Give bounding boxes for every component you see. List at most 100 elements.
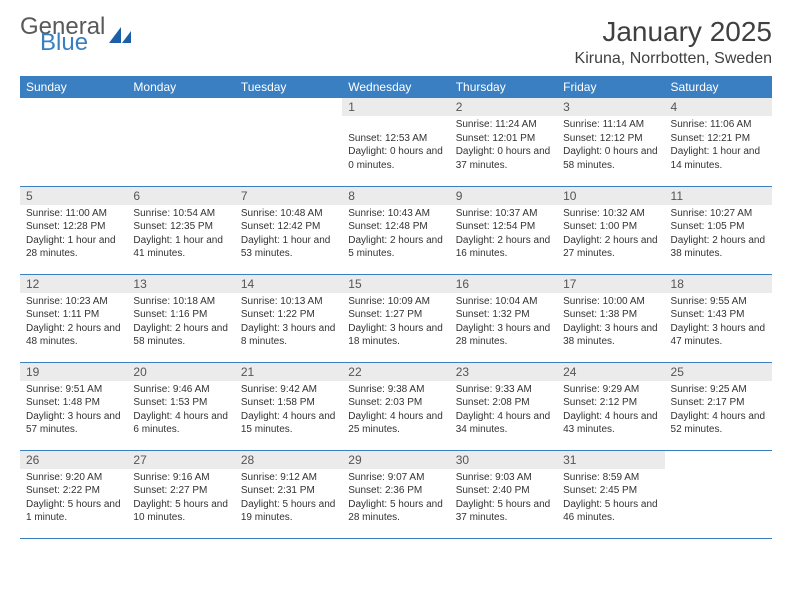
day-details: Sunrise: 10:43 AMSunset: 12:48 PMDayligh… bbox=[342, 205, 449, 263]
brand-sail-icon bbox=[107, 25, 135, 45]
calendar-day-cell bbox=[235, 98, 342, 186]
day-details bbox=[20, 102, 127, 106]
day-details: Sunrise: 10:23 AMSunset: 1:11 PMDaylight… bbox=[20, 293, 127, 351]
calendar-day-cell bbox=[127, 98, 234, 186]
day-number: 4 bbox=[665, 98, 772, 116]
calendar-day-cell: 31Sunrise: 8:59 AMSunset: 2:45 PMDayligh… bbox=[557, 450, 664, 538]
calendar-week-row: 1 Sunset: 12:53 AMDaylight: 0 hours and … bbox=[20, 98, 772, 186]
calendar-table: Sunday Monday Tuesday Wednesday Thursday… bbox=[20, 76, 772, 539]
day-number: 1 bbox=[342, 98, 449, 116]
day-details: Sunrise: 11:06 AMSunset: 12:21 PMDayligh… bbox=[665, 116, 772, 174]
calendar-head: Sunday Monday Tuesday Wednesday Thursday… bbox=[20, 76, 772, 98]
day-details: Sunrise: 9:33 AMSunset: 2:08 PMDaylight:… bbox=[450, 381, 557, 439]
day-details: Sunset: 12:53 AMDaylight: 0 hours and 0 … bbox=[342, 116, 449, 174]
weekday-header: Monday bbox=[127, 76, 234, 98]
calendar-day-cell: 13Sunrise: 10:18 AMSunset: 1:16 PMDaylig… bbox=[127, 274, 234, 362]
day-number: 27 bbox=[127, 451, 234, 469]
weekday-header: Thursday bbox=[450, 76, 557, 98]
day-details bbox=[235, 102, 342, 106]
calendar-day-cell: 29Sunrise: 9:07 AMSunset: 2:36 PMDayligh… bbox=[342, 450, 449, 538]
calendar-day-cell: 11Sunrise: 10:27 AMSunset: 1:05 PMDaylig… bbox=[665, 186, 772, 274]
day-details: Sunrise: 10:13 AMSunset: 1:22 PMDaylight… bbox=[235, 293, 342, 351]
calendar-page: General Blue January 2025 Kiruna, Norrbo… bbox=[0, 0, 792, 555]
day-number: 10 bbox=[557, 187, 664, 205]
calendar-day-cell: 8Sunrise: 10:43 AMSunset: 12:48 PMDaylig… bbox=[342, 186, 449, 274]
calendar-day-cell: 17Sunrise: 10:00 AMSunset: 1:38 PMDaylig… bbox=[557, 274, 664, 362]
day-details: Sunrise: 9:16 AMSunset: 2:27 PMDaylight:… bbox=[127, 469, 234, 527]
day-details: Sunrise: 9:38 AMSunset: 2:03 PMDaylight:… bbox=[342, 381, 449, 439]
calendar-day-cell: 3Sunrise: 11:14 AMSunset: 12:12 PMDaylig… bbox=[557, 98, 664, 186]
day-number: 3 bbox=[557, 98, 664, 116]
month-title: January 2025 bbox=[575, 16, 772, 48]
day-number: 19 bbox=[20, 363, 127, 381]
day-number: 24 bbox=[557, 363, 664, 381]
calendar-day-cell: 16Sunrise: 10:04 AMSunset: 1:32 PMDaylig… bbox=[450, 274, 557, 362]
calendar-day-cell: 1 Sunset: 12:53 AMDaylight: 0 hours and … bbox=[342, 98, 449, 186]
day-number: 22 bbox=[342, 363, 449, 381]
calendar-week-row: 12Sunrise: 10:23 AMSunset: 1:11 PMDaylig… bbox=[20, 274, 772, 362]
day-number: 23 bbox=[450, 363, 557, 381]
day-number: 9 bbox=[450, 187, 557, 205]
day-number: 7 bbox=[235, 187, 342, 205]
day-number: 16 bbox=[450, 275, 557, 293]
day-details: Sunrise: 9:55 AMSunset: 1:43 PMDaylight:… bbox=[665, 293, 772, 351]
day-details: Sunrise: 9:20 AMSunset: 2:22 PMDaylight:… bbox=[20, 469, 127, 527]
day-details: Sunrise: 10:32 AMSunset: 1:00 PMDaylight… bbox=[557, 205, 664, 263]
calendar-day-cell: 26Sunrise: 9:20 AMSunset: 2:22 PMDayligh… bbox=[20, 450, 127, 538]
calendar-day-cell: 20Sunrise: 9:46 AMSunset: 1:53 PMDayligh… bbox=[127, 362, 234, 450]
day-number: 31 bbox=[557, 451, 664, 469]
calendar-day-cell: 6Sunrise: 10:54 AMSunset: 12:35 PMDaylig… bbox=[127, 186, 234, 274]
day-number: 12 bbox=[20, 275, 127, 293]
day-number: 20 bbox=[127, 363, 234, 381]
calendar-day-cell: 5Sunrise: 11:00 AMSunset: 12:28 PMDaylig… bbox=[20, 186, 127, 274]
day-details: Sunrise: 11:24 AMSunset: 12:01 PMDayligh… bbox=[450, 116, 557, 174]
day-details: Sunrise: 9:51 AMSunset: 1:48 PMDaylight:… bbox=[20, 381, 127, 439]
day-details bbox=[665, 455, 772, 459]
calendar-day-cell: 23Sunrise: 9:33 AMSunset: 2:08 PMDayligh… bbox=[450, 362, 557, 450]
calendar-week-row: 26Sunrise: 9:20 AMSunset: 2:22 PMDayligh… bbox=[20, 450, 772, 538]
day-number: 2 bbox=[450, 98, 557, 116]
weekday-header: Wednesday bbox=[342, 76, 449, 98]
calendar-day-cell: 14Sunrise: 10:13 AMSunset: 1:22 PMDaylig… bbox=[235, 274, 342, 362]
calendar-day-cell: 2Sunrise: 11:24 AMSunset: 12:01 PMDaylig… bbox=[450, 98, 557, 186]
calendar-day-cell bbox=[665, 450, 772, 538]
calendar-day-cell: 21Sunrise: 9:42 AMSunset: 1:58 PMDayligh… bbox=[235, 362, 342, 450]
weekday-header: Sunday bbox=[20, 76, 127, 98]
day-details: Sunrise: 10:54 AMSunset: 12:35 PMDayligh… bbox=[127, 205, 234, 263]
day-number: 26 bbox=[20, 451, 127, 469]
day-details: Sunrise: 10:04 AMSunset: 1:32 PMDaylight… bbox=[450, 293, 557, 351]
page-header: General Blue January 2025 Kiruna, Norrbo… bbox=[20, 16, 772, 68]
weekday-header: Tuesday bbox=[235, 76, 342, 98]
calendar-day-cell: 10Sunrise: 10:32 AMSunset: 1:00 PMDaylig… bbox=[557, 186, 664, 274]
day-details: Sunrise: 11:00 AMSunset: 12:28 PMDayligh… bbox=[20, 205, 127, 263]
calendar-day-cell: 9Sunrise: 10:37 AMSunset: 12:54 PMDaylig… bbox=[450, 186, 557, 274]
day-details: Sunrise: 9:07 AMSunset: 2:36 PMDaylight:… bbox=[342, 469, 449, 527]
weekday-row: Sunday Monday Tuesday Wednesday Thursday… bbox=[20, 76, 772, 98]
day-details: Sunrise: 10:00 AMSunset: 1:38 PMDaylight… bbox=[557, 293, 664, 351]
calendar-day-cell: 15Sunrise: 10:09 AMSunset: 1:27 PMDaylig… bbox=[342, 274, 449, 362]
weekday-header: Saturday bbox=[665, 76, 772, 98]
day-number: 11 bbox=[665, 187, 772, 205]
location-text: Kiruna, Norrbotten, Sweden bbox=[575, 50, 772, 68]
day-details: Sunrise: 10:37 AMSunset: 12:54 PMDayligh… bbox=[450, 205, 557, 263]
calendar-body: 1 Sunset: 12:53 AMDaylight: 0 hours and … bbox=[20, 98, 772, 538]
brand-text: General Blue bbox=[20, 16, 105, 53]
day-details: Sunrise: 10:27 AMSunset: 1:05 PMDaylight… bbox=[665, 205, 772, 263]
day-number: 18 bbox=[665, 275, 772, 293]
day-number: 14 bbox=[235, 275, 342, 293]
calendar-day-cell: 18Sunrise: 9:55 AMSunset: 1:43 PMDayligh… bbox=[665, 274, 772, 362]
day-details: Sunrise: 11:14 AMSunset: 12:12 PMDayligh… bbox=[557, 116, 664, 174]
day-details: Sunrise: 10:09 AMSunset: 1:27 PMDaylight… bbox=[342, 293, 449, 351]
brand-logo: General Blue bbox=[20, 16, 135, 53]
calendar-day-cell: 25Sunrise: 9:25 AMSunset: 2:17 PMDayligh… bbox=[665, 362, 772, 450]
calendar-day-cell bbox=[20, 98, 127, 186]
calendar-day-cell: 4Sunrise: 11:06 AMSunset: 12:21 PMDaylig… bbox=[665, 98, 772, 186]
day-details: Sunrise: 9:46 AMSunset: 1:53 PMDaylight:… bbox=[127, 381, 234, 439]
day-number: 15 bbox=[342, 275, 449, 293]
calendar-day-cell: 7Sunrise: 10:48 AMSunset: 12:42 PMDaylig… bbox=[235, 186, 342, 274]
day-number: 6 bbox=[127, 187, 234, 205]
day-number: 28 bbox=[235, 451, 342, 469]
day-details bbox=[127, 102, 234, 106]
calendar-week-row: 19Sunrise: 9:51 AMSunset: 1:48 PMDayligh… bbox=[20, 362, 772, 450]
day-details: Sunrise: 10:18 AMSunset: 1:16 PMDaylight… bbox=[127, 293, 234, 351]
